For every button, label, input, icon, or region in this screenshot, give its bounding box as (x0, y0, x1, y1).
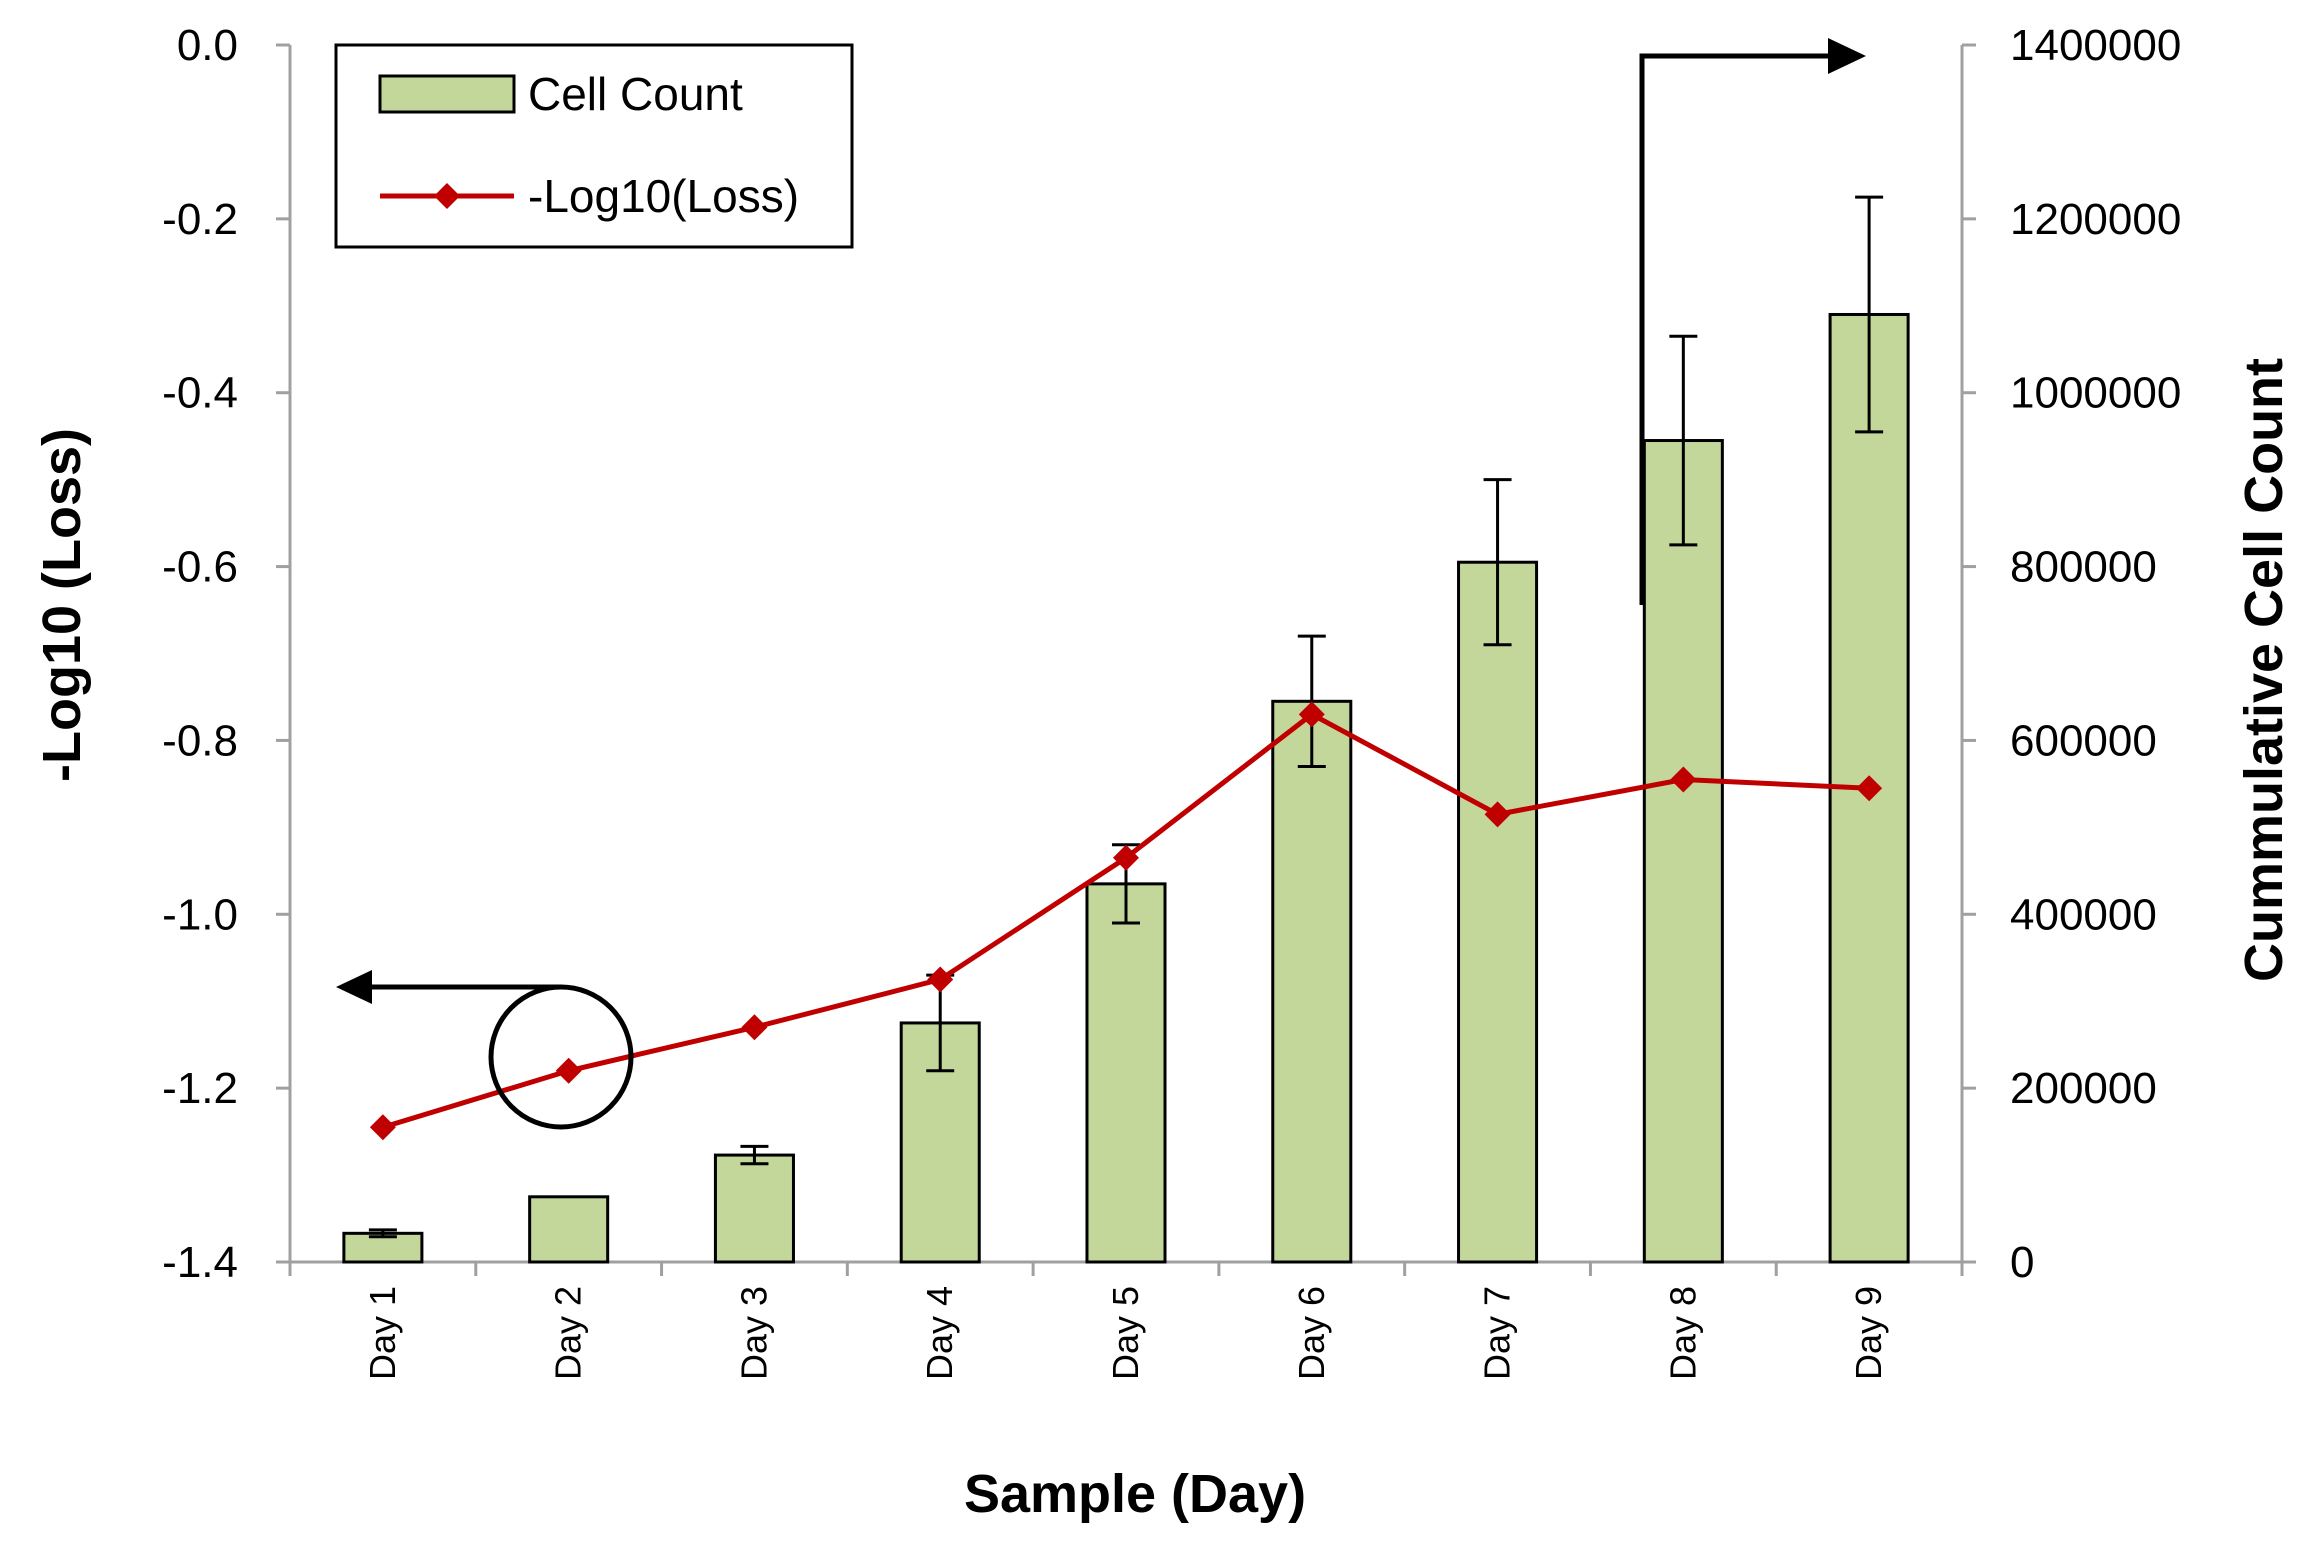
category-labels: Day 1 Day 2 Day 3 Day 4 Day 5 Day 6 Day 7 Day 8… (362, 1286, 1889, 1380)
right-axis-ticks: 1400000 1200000 1000000 800000 600000 400000 2… (1962, 21, 2181, 1287)
line-point-4 (927, 966, 954, 993)
bar-6 (1271, 699, 1353, 1264)
category-label: Day 9 (1848, 1286, 1889, 1380)
right-axis-title: Cummulative Cell Count (2234, 358, 2294, 982)
line-point-1 (369, 1114, 396, 1141)
category-label: Day 1 (362, 1286, 403, 1380)
category-label: Day 2 (548, 1286, 589, 1380)
legend-bar-swatch (378, 74, 516, 114)
bar-8 (1642, 439, 1724, 1264)
line-point-2 (555, 1057, 582, 1084)
left-tick-label: -1.0 (162, 890, 238, 939)
bar-series (342, 312, 1910, 1264)
left-axis-annotation (336, 970, 634, 1130)
right-tick-label: 200000 (2010, 1064, 2157, 1113)
category-label: Day 3 (733, 1286, 774, 1380)
bar-3 (713, 1153, 795, 1264)
annotation-circle (488, 984, 634, 1130)
right-tick-label: 1000000 (2010, 369, 2181, 418)
category-label: Day 5 (1105, 1286, 1146, 1380)
x-axis-title: Sample (Day) (964, 1464, 1306, 1524)
left-tick-label: -0.2 (162, 195, 238, 244)
right-tick-label: 800000 (2010, 543, 2157, 592)
legend-diamond-marker (434, 183, 460, 209)
right-axis-annotation (1639, 38, 1866, 605)
bar-5 (1085, 882, 1167, 1264)
line-point-9 (1856, 775, 1883, 802)
x-axis-ticks (288, 1262, 1964, 1276)
legend-line-label: -Log10(Loss) (528, 170, 799, 222)
category-label: Day 4 (919, 1286, 960, 1380)
left-tick-label: -0.8 (162, 716, 238, 765)
legend-bar-label: Cell Count (528, 68, 743, 120)
bar-2 (528, 1195, 610, 1264)
left-tick-label: -0.4 (162, 369, 238, 418)
category-label: Day 6 (1291, 1286, 1332, 1380)
right-arrow-icon (1828, 38, 1866, 74)
line-point-7 (1484, 801, 1511, 828)
left-tick-label: -0.6 (162, 543, 238, 592)
bar-7 (1457, 560, 1539, 1264)
right-tick-label: 1400000 (2010, 21, 2181, 70)
category-label: Day 8 (1662, 1286, 1703, 1380)
error-bars (368, 195, 1884, 1239)
category-label: Day 7 (1477, 1286, 1518, 1380)
left-tick-label: -1.4 (162, 1238, 238, 1287)
right-tick-label: 0 (2010, 1238, 2034, 1287)
annotation-right-arrow-shaft (1639, 53, 1830, 605)
line-point-8 (1670, 766, 1697, 793)
left-axis-title: -Log10 (Loss) (32, 428, 92, 782)
right-tick-label: 600000 (2010, 716, 2157, 765)
left-axis-ticks: 0.0 -0.2 -0.4 -0.6 -0.8 -1.0 -1.2 -1.4 (162, 21, 290, 1287)
left-arrow-icon (336, 970, 372, 1004)
left-tick-label: -1.2 (162, 1064, 238, 1113)
line-point-3 (741, 1014, 768, 1041)
right-tick-label: 400000 (2010, 890, 2157, 939)
right-tick-label: 1200000 (2010, 195, 2181, 244)
left-tick-label: 0.0 (177, 21, 238, 70)
line-point-6 (1298, 701, 1325, 728)
legend: Cell Count -Log10(Loss) (334, 43, 854, 249)
line-point-5 (1113, 844, 1139, 871)
